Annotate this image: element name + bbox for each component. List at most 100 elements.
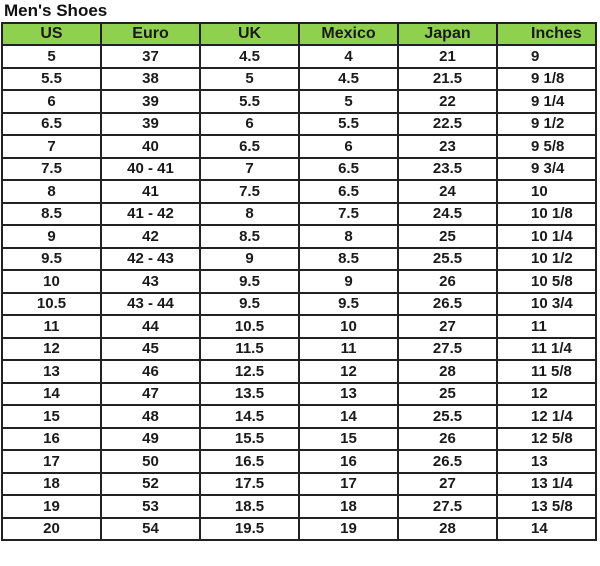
table-row: 8 41 7.5 6.5 24 10	[1, 179, 597, 204]
cell-inches: 12	[496, 381, 597, 406]
table-row: 9 42 8.5 8 25 10 1/4	[1, 224, 597, 249]
cell-us: 15	[1, 404, 102, 429]
cell-euro: 39	[100, 89, 201, 114]
cell-mexico: 4.5	[298, 66, 399, 91]
cell-euro: 47	[100, 381, 201, 406]
cell-japan: 23.5	[397, 156, 498, 181]
cell-inches: 13 1/4	[496, 471, 597, 496]
cell-us: 7.5	[1, 156, 102, 181]
cell-japan: 27.5	[397, 494, 498, 519]
cell-uk: 17.5	[199, 471, 300, 496]
cell-mexico: 13	[298, 381, 399, 406]
cell-mexico: 8.5	[298, 246, 399, 271]
page-title: Men's Shoes	[4, 1, 108, 20]
column-header-japan: Japan	[397, 22, 498, 46]
cell-us: 6	[1, 89, 102, 114]
cell-inches: 10 3/4	[496, 291, 597, 316]
cell-mexico: 5	[298, 89, 399, 114]
cell-us: 13	[1, 359, 102, 384]
cell-euro: 43 - 44	[100, 291, 201, 316]
table-row: 13 46 12.5 12 28 11 5/8	[1, 359, 597, 384]
table-row: 7 40 6.5 6 23 9 5/8	[1, 134, 597, 159]
cell-inches: 10 1/4	[496, 224, 597, 249]
cell-japan: 24	[397, 179, 498, 204]
cell-inches: 9 5/8	[496, 134, 597, 159]
table-row: 17 50 16.5 16 26.5 13	[1, 449, 597, 474]
cell-japan: 26.5	[397, 291, 498, 316]
cell-inches: 10 1/2	[496, 246, 597, 271]
cell-us: 9	[1, 224, 102, 249]
cell-japan: 28	[397, 516, 498, 541]
cell-euro: 40 - 41	[100, 156, 201, 181]
cell-inches: 10	[496, 179, 597, 204]
table-row: 6 39 5.5 5 22 9 1/4	[1, 89, 597, 114]
cell-inches: 10 5/8	[496, 269, 597, 294]
cell-mexico: 10	[298, 314, 399, 339]
cell-us: 11	[1, 314, 102, 339]
cell-japan: 22.5	[397, 111, 498, 136]
cell-euro: 50	[100, 449, 201, 474]
cell-japan: 27	[397, 471, 498, 496]
cell-us: 8.5	[1, 201, 102, 226]
cell-euro: 41 - 42	[100, 201, 201, 226]
size-chart-table: US Euro UK Mexico Japan Inches 5 37 4.5 4 21 9 5.5 3…	[1, 22, 597, 541]
column-header-mexico: Mexico	[298, 22, 399, 46]
table-row: 7.5 40 - 41 7 6.5 23.5 9 3/4	[1, 156, 597, 181]
cell-uk: 8.5	[199, 224, 300, 249]
table-row: 5 37 4.5 4 21 9	[1, 44, 597, 69]
cell-us: 14	[1, 381, 102, 406]
cell-uk: 15.5	[199, 426, 300, 451]
cell-inches: 9 3/4	[496, 156, 597, 181]
cell-japan: 25.5	[397, 246, 498, 271]
cell-japan: 27.5	[397, 336, 498, 361]
cell-uk: 13.5	[199, 381, 300, 406]
cell-japan: 26	[397, 426, 498, 451]
cell-us: 17	[1, 449, 102, 474]
table-row: 8.5 41 - 42 8 7.5 24.5 10 1/8	[1, 201, 597, 226]
cell-uk: 8	[199, 201, 300, 226]
cell-inches: 13	[496, 449, 597, 474]
cell-mexico: 19	[298, 516, 399, 541]
cell-inches: 9	[496, 44, 597, 69]
cell-uk: 9.5	[199, 269, 300, 294]
cell-us: 10	[1, 269, 102, 294]
cell-euro: 43	[100, 269, 201, 294]
cell-us: 19	[1, 494, 102, 519]
table-row: 10.5 43 - 44 9.5 9.5 26.5 10 3/4	[1, 291, 597, 316]
cell-euro: 44	[100, 314, 201, 339]
cell-mexico: 14	[298, 404, 399, 429]
cell-japan: 25	[397, 381, 498, 406]
cell-inches: 9 1/8	[496, 66, 597, 91]
cell-mexico: 6.5	[298, 179, 399, 204]
cell-japan: 21.5	[397, 66, 498, 91]
table-row: 18 52 17.5 17 27 13 1/4	[1, 471, 597, 496]
cell-mexico: 12	[298, 359, 399, 384]
cell-us: 20	[1, 516, 102, 541]
cell-us: 5	[1, 44, 102, 69]
cell-mexico: 17	[298, 471, 399, 496]
table-row: 15 48 14.5 14 25.5 12 1/4	[1, 404, 597, 429]
cell-euro: 46	[100, 359, 201, 384]
cell-us: 8	[1, 179, 102, 204]
cell-euro: 42	[100, 224, 201, 249]
table-row: 6.5 39 6 5.5 22.5 9 1/2	[1, 111, 597, 136]
cell-mexico: 9.5	[298, 291, 399, 316]
cell-euro: 37	[100, 44, 201, 69]
column-header-euro: Euro	[100, 22, 201, 46]
cell-mexico: 7.5	[298, 201, 399, 226]
cell-uk: 11.5	[199, 336, 300, 361]
table-row: 9.5 42 - 43 9 8.5 25.5 10 1/2	[1, 246, 597, 271]
table-row: 12 45 11.5 11 27.5 11 1/4	[1, 336, 597, 361]
cell-us: 6.5	[1, 111, 102, 136]
cell-inches: 9 1/2	[496, 111, 597, 136]
cell-uk: 5	[199, 66, 300, 91]
cell-japan: 21	[397, 44, 498, 69]
cell-japan: 24.5	[397, 201, 498, 226]
cell-euro: 41	[100, 179, 201, 204]
cell-uk: 19.5	[199, 516, 300, 541]
column-header-uk: UK	[199, 22, 300, 46]
cell-uk: 6.5	[199, 134, 300, 159]
table-row: 10 43 9.5 9 26 10 5/8	[1, 269, 597, 294]
cell-uk: 9	[199, 246, 300, 271]
cell-inches: 11 1/4	[496, 336, 597, 361]
